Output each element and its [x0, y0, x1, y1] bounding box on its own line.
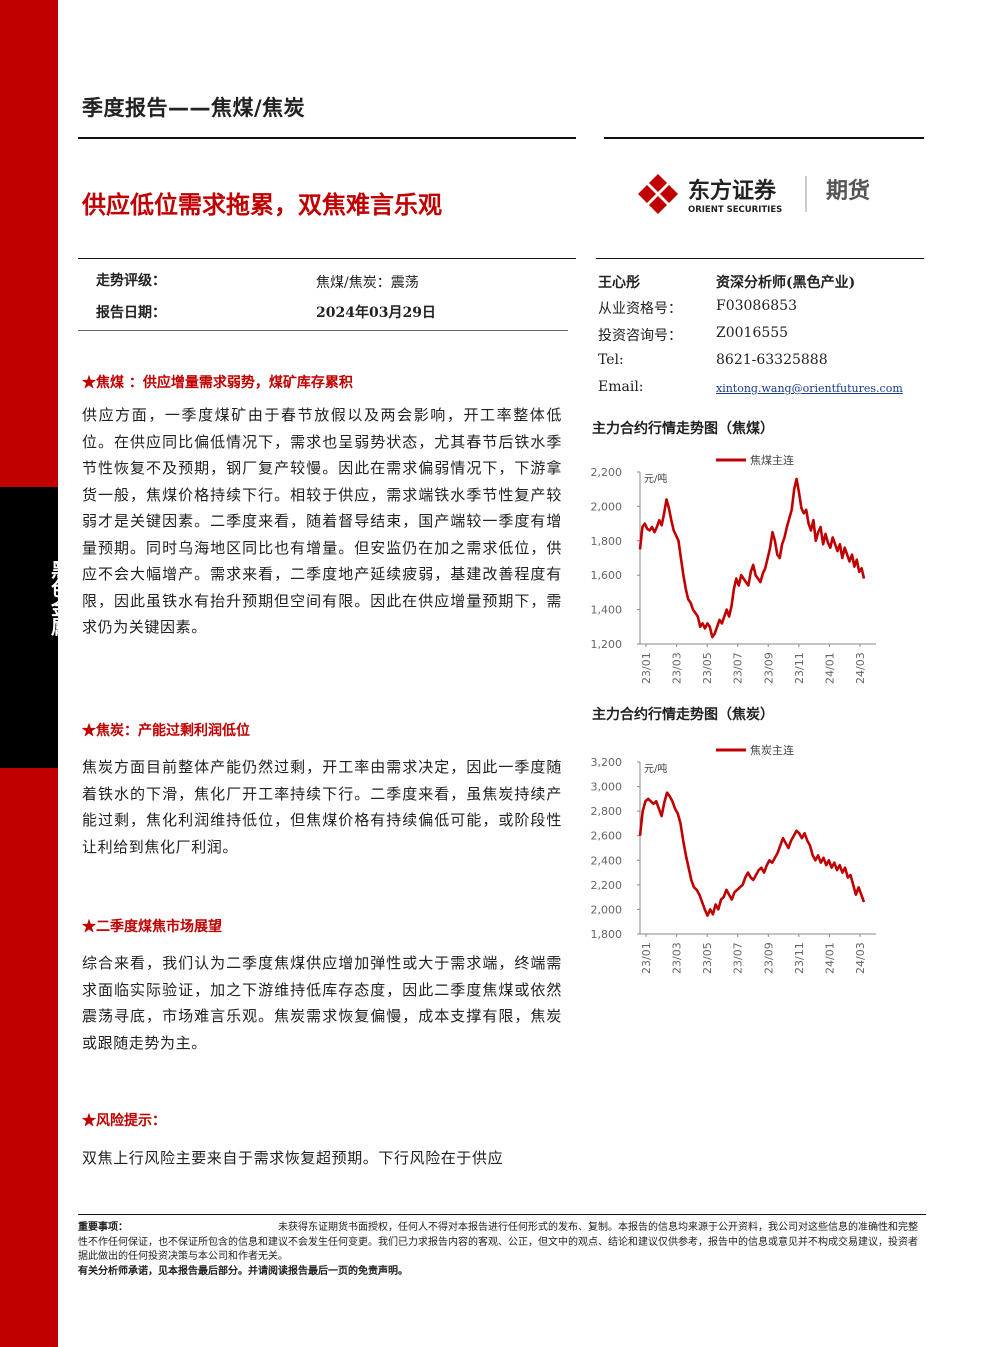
section-body: 综合来看，我们认为二季度焦煤供应增加弹性或大于需求端，终端需求面临实际验证，加之… [82, 954, 562, 1052]
y-tick-label: 3,000 [591, 781, 623, 794]
x-tick-label: 24/03 [854, 942, 867, 974]
section-heading: ★风险提示： [82, 1113, 166, 1129]
report-type: 季度报告——焦煤/焦炭 [82, 96, 306, 120]
brand-name-cn: 东方证券 [688, 178, 777, 204]
disclaimer-note: 有关分析师承诺，见本报告最后部分。并请阅读报告最后一页的免责声明。 [78, 1265, 408, 1277]
analyst-rule-top [596, 258, 924, 259]
unit-label: 元/吨 [644, 762, 667, 775]
brand-logo: 东方证券 ORIENT SECURITIES 期货 [634, 170, 914, 220]
analyst-row-value: F03086853 [716, 298, 797, 314]
analyst-title: 资深分析师(黑色产业) [716, 275, 856, 291]
meta-rule-top [78, 258, 576, 259]
coking-coal-chart: 2,200 2,000 1,800 1,600 1,400 1,200 元/吨 焦煤主连 23/… [586, 444, 886, 694]
x-tick-label: 23/07 [732, 942, 745, 974]
disclaimer: 重要事项： 未获得东证期货书面授权，任何人不得对本报告进行任何形式的发布、复制。本… [78, 1221, 926, 1279]
x-tick-label: 23/09 [762, 652, 775, 684]
y-tick-label: 2,200 [591, 879, 623, 892]
x-tick-label: 23/05 [701, 942, 714, 974]
section-heading: ★二季度煤焦市场展望 [82, 919, 222, 935]
y-tick-label: 3,200 [591, 756, 623, 769]
analyst-row-value: Z0016555 [716, 325, 789, 341]
chart-title: 主力合约行情走势图（焦煤） [592, 421, 774, 437]
x-tick-label: 23/03 [671, 942, 684, 974]
y-tick-label: 1,800 [591, 928, 623, 941]
section-body: 焦炭方面目前整体产能仍然过剩，开工率由需求决定，因此一季度随着铁水的下滑，焦化厂… [82, 758, 562, 856]
date-value: 2024年03月29日 [316, 305, 436, 321]
legend-label: 焦炭主连 [750, 744, 794, 757]
category-tab [0, 487, 58, 768]
section-body: 双焦上行风险主要来自于需求恢复超预期。下行风险在于供应 [82, 1149, 504, 1167]
x-tick-label: 23/11 [793, 942, 806, 974]
analyst-row-label: Email: [598, 379, 644, 395]
disclaimer-label: 重要事项： [78, 1222, 128, 1233]
coke-chart: 3,200 3,000 2,800 2,600 2,400 2,200 2,000 1,800… [586, 734, 886, 984]
date-label: 报告日期： [96, 305, 166, 321]
analyst-name: 王心彤 [598, 275, 640, 291]
header-rule-right [604, 137, 924, 139]
orient-logo-icon: 东方证券 ORIENT SECURITIES 期货 [638, 174, 870, 215]
disclaimer-text: 未获得东证期货书面授权，任何人不得对本报告进行任何形式的发布、复制。本报告的信息… [78, 1222, 918, 1262]
y-tick-label: 1,800 [591, 535, 623, 548]
chart-title: 主力合约行情走势图（焦炭） [592, 707, 774, 723]
x-tick-label: 23/01 [640, 942, 653, 974]
category-label: 黑色金属 [48, 560, 70, 636]
x-tick-label: 23/01 [640, 652, 653, 684]
analyst-row-label: Tel: [598, 352, 624, 368]
y-tick-label: 1,400 [591, 604, 623, 617]
report-title: 供应低位需求拖累，双焦难言乐观 [82, 191, 442, 219]
rating-label: 走势评级： [96, 273, 166, 289]
y-tick-label: 1,200 [591, 638, 623, 651]
y-tick-label: 2,000 [591, 500, 623, 513]
x-tick-label: 24/01 [823, 652, 836, 684]
x-tick-label: 24/01 [823, 942, 836, 974]
footer-rule [78, 1214, 926, 1215]
analyst-row-label: 从业资格号： [598, 301, 682, 317]
y-tick-label: 2,400 [591, 854, 623, 867]
y-tick-label: 2,800 [591, 805, 623, 818]
analyst-row-value: 8621-63325888 [716, 352, 828, 368]
x-tick-label: 23/07 [732, 652, 745, 684]
header-rule-left [78, 137, 576, 139]
analyst-email-link[interactable]: xintong.wang@orientfutures.com [716, 382, 903, 395]
y-tick-label: 1,600 [591, 569, 623, 582]
meta-rule-bottom [78, 330, 568, 331]
y-tick-label: 2,600 [591, 830, 623, 843]
y-tick-label: 2,200 [591, 466, 623, 479]
brand-sub: 期货 [826, 178, 870, 204]
x-tick-label: 23/05 [701, 652, 714, 684]
rating-value: 焦煤/焦炭：震荡 [316, 275, 419, 291]
section-heading: ★焦炭：产能过剩利润低位 [82, 723, 250, 739]
series-line [638, 791, 866, 917]
section-heading: ★焦煤 ：供应增量需求弱势，煤矿库存累积 [82, 375, 353, 391]
y-tick-label: 2,000 [591, 903, 623, 916]
section-body: 供应方面，一季度煤矿由于春节放假以及两会影响，开工率整体低位。在供应同比偏低情况… [82, 406, 562, 636]
x-tick-label: 23/09 [762, 942, 775, 974]
x-tick-label: 23/03 [671, 652, 684, 684]
series-line [638, 477, 866, 639]
x-tick-label: 23/11 [793, 652, 806, 684]
x-tick-label: 24/03 [854, 652, 867, 684]
brand-name-en: ORIENT SECURITIES [688, 205, 782, 215]
unit-label: 元/吨 [644, 472, 667, 485]
legend-label: 焦煤主连 [750, 454, 794, 467]
analyst-row-label: 投资咨询号： [598, 328, 682, 344]
